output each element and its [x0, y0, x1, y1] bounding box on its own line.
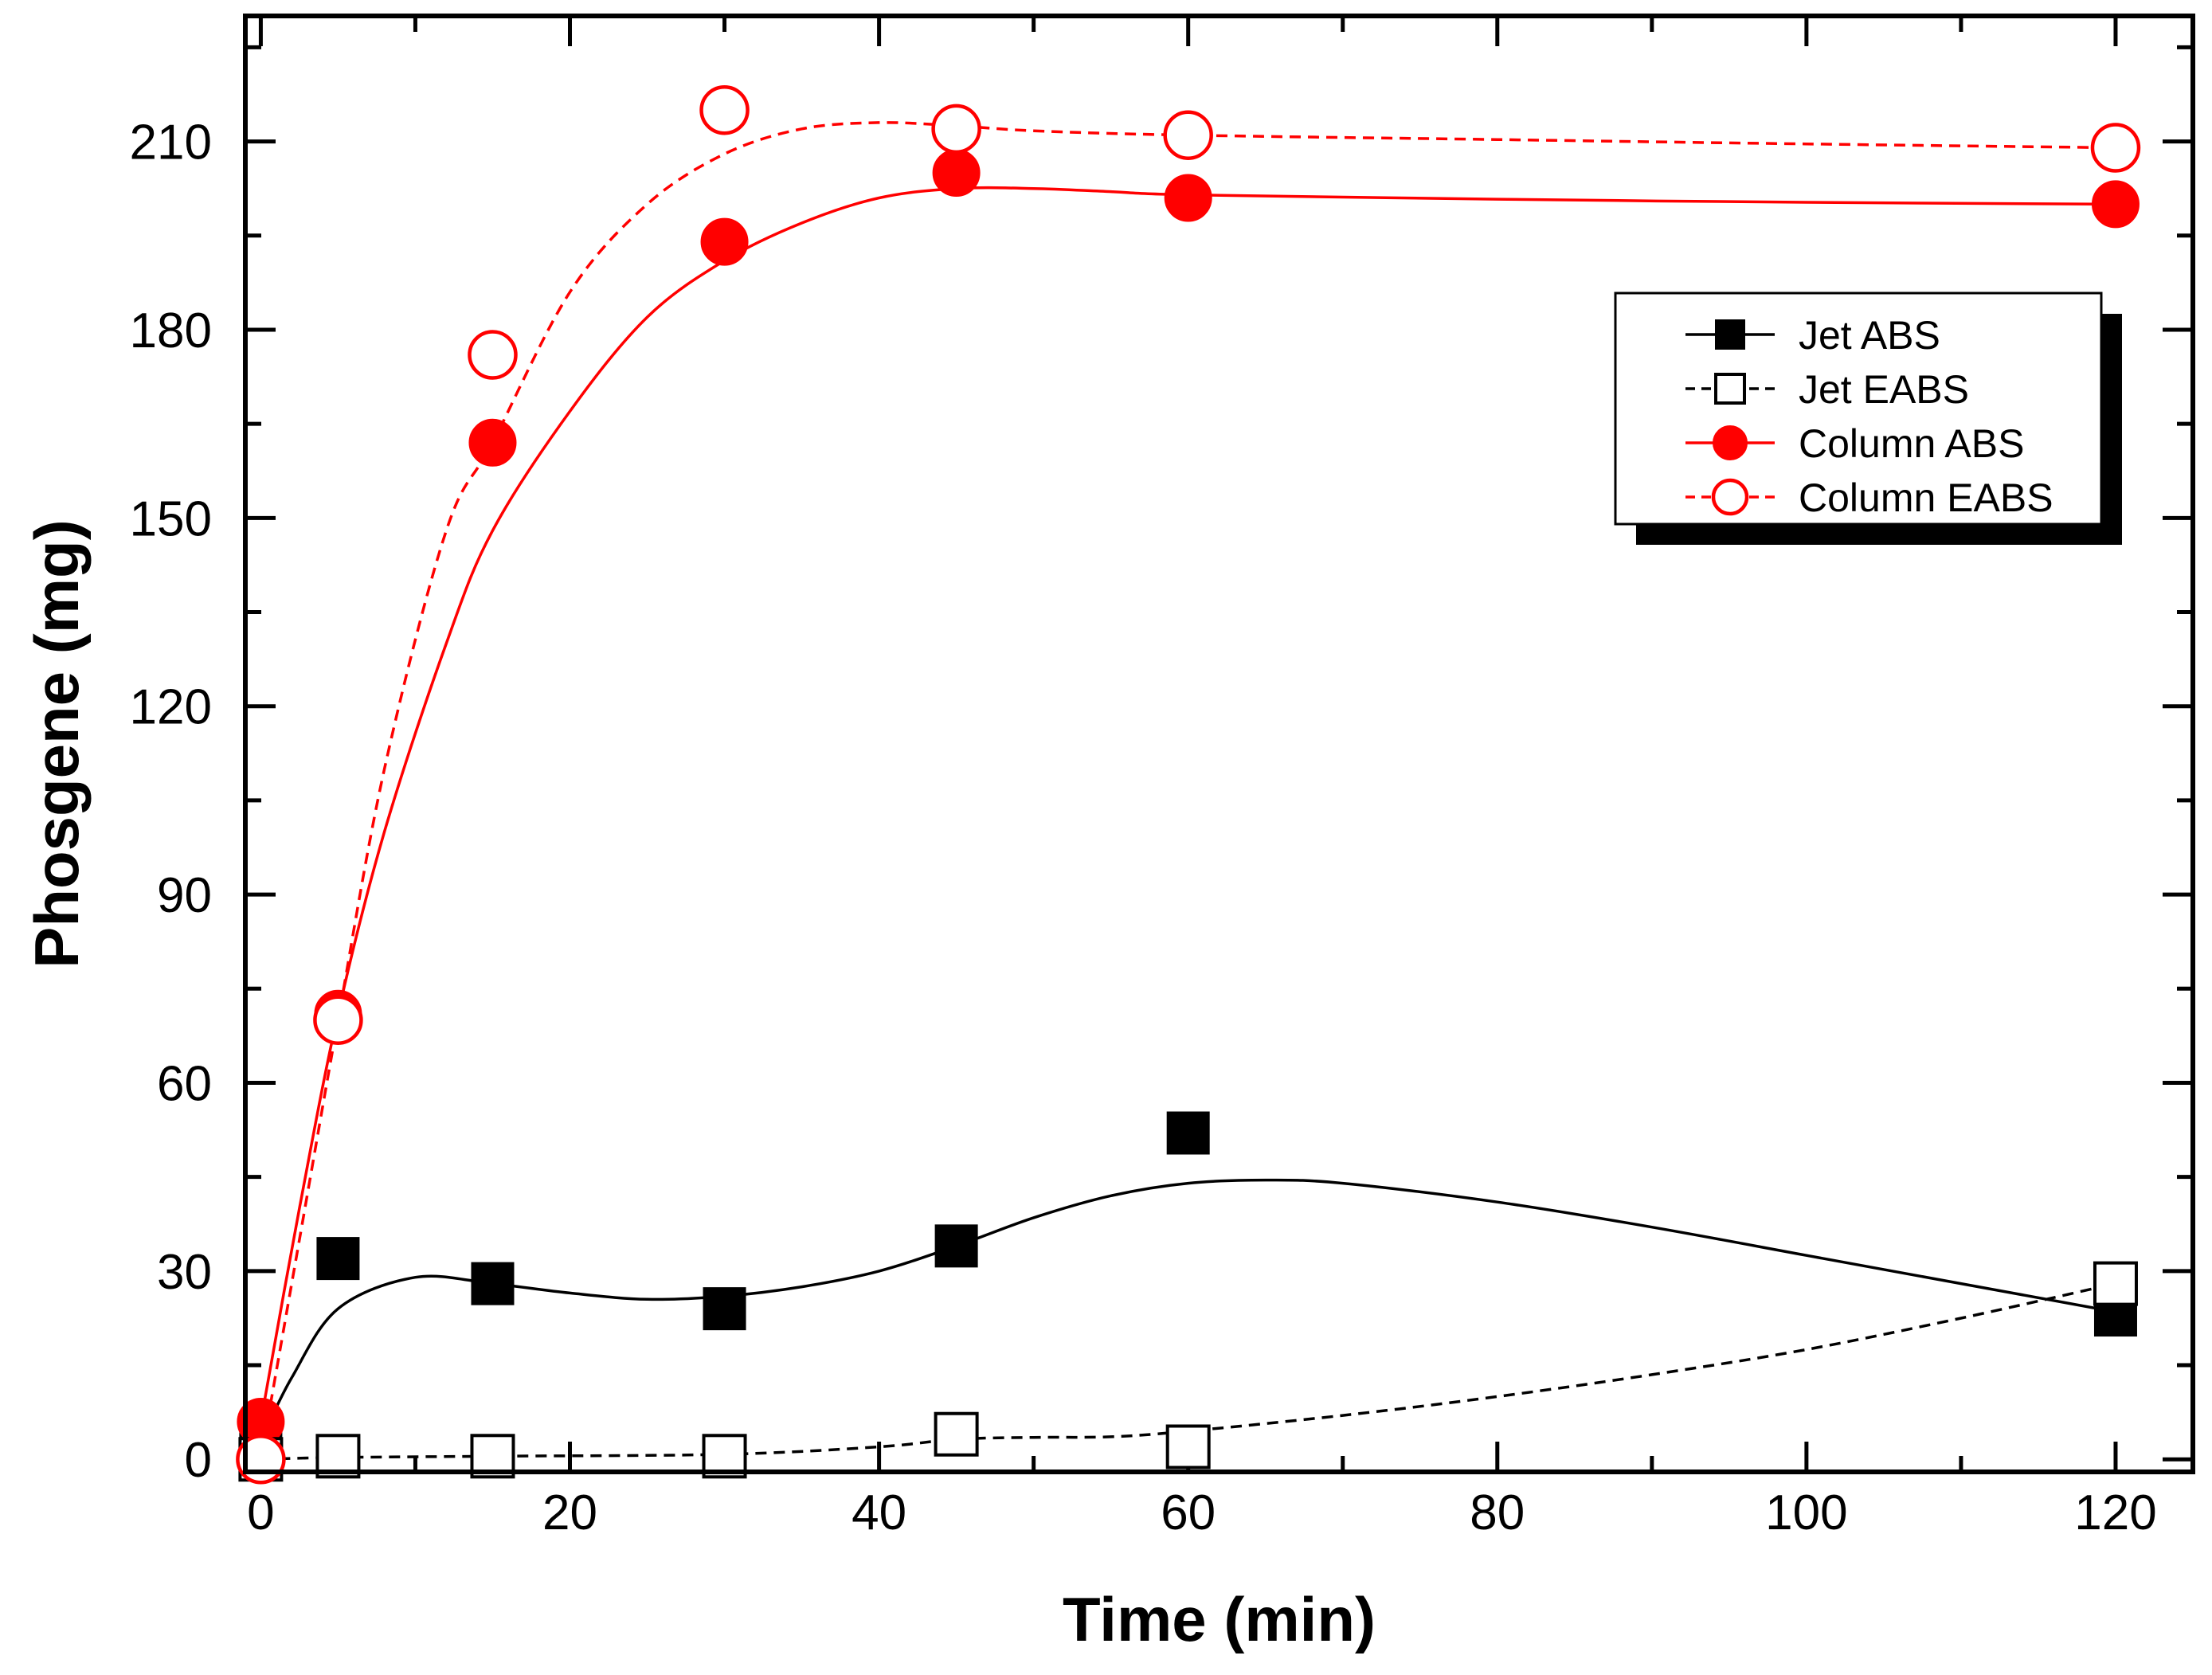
column-abs-point: [932, 148, 981, 197]
y-tick-label: 210: [130, 115, 212, 170]
plot-frame: [243, 14, 2195, 1474]
column-eabs-point: [2090, 123, 2141, 173]
column-abs-fit-line: [259, 186, 2116, 1423]
legend-label-jet-eabs: Jet EABS: [1799, 367, 1969, 412]
legend-label-column-abs: Column ABS: [1799, 421, 2024, 466]
column-abs-point: [1164, 174, 1212, 222]
jet-abs-point: [471, 1262, 515, 1305]
y-tick-label: 30: [157, 1245, 212, 1300]
fit-curves: [259, 121, 2116, 1461]
y-tick-label: 90: [157, 868, 212, 923]
x-tick-label: 100: [1765, 1485, 1847, 1540]
y-tick-label: 0: [185, 1433, 212, 1488]
column-eabs-fit-line: [259, 121, 2116, 1460]
column-abs-point: [468, 418, 517, 467]
x-tick-label: 60: [1161, 1485, 1216, 1540]
tick-marks: [245, 16, 2193, 1472]
x-tick-label: 40: [852, 1485, 906, 1540]
x-tick-label: 80: [1470, 1485, 1525, 1540]
column-eabs-point: [1163, 110, 1213, 160]
column-eabs-point: [468, 330, 518, 380]
jet-abs-point: [934, 1224, 978, 1268]
legend-label-column-eabs: Column EABS: [1799, 475, 2053, 520]
y-tick-label: 120: [130, 680, 212, 735]
y-tick-label: 60: [157, 1056, 212, 1111]
column-eabs-point: [699, 84, 750, 135]
legend-marker-jet-eabs: [1714, 373, 1746, 405]
jet-eabs-fit-line: [260, 1282, 2116, 1461]
tick-labels: 0 20 40 60 80 100 120 0 30 60 90 120 150 180 210: [130, 115, 2157, 1540]
y-tick-label: 150: [130, 491, 212, 546]
jet-abs-point: [316, 1237, 360, 1281]
jet-abs-point: [703, 1287, 746, 1331]
legend-marker-column-eabs: [1711, 478, 1749, 516]
legend-marker-jet-abs: [1715, 319, 1745, 350]
jet-abs-fit-line: [259, 1178, 2116, 1442]
column-abs-point: [2091, 180, 2140, 229]
y-tick-label: 180: [130, 303, 212, 358]
jet-eabs-point: [2093, 1261, 2138, 1306]
y-axis-title: Phosgene (mg): [22, 519, 92, 968]
column-eabs-point: [313, 995, 363, 1045]
legend-marker-column-abs: [1713, 425, 1748, 460]
jet-eabs-point: [934, 1411, 979, 1457]
x-tick-label: 0: [247, 1485, 274, 1540]
jet-abs-point: [1166, 1111, 1210, 1155]
legend-box: [1614, 292, 2103, 526]
jet-eabs-point: [1165, 1424, 1211, 1470]
legend: Jet ABS Jet EABS Column ABS Column EABS: [1614, 292, 2122, 545]
x-tick-label: 120: [2074, 1485, 2156, 1540]
x-tick-label: 20: [542, 1485, 597, 1540]
column-abs-point: [700, 217, 749, 266]
x-axis-title: Time (min): [1063, 1584, 1376, 1654]
column-eabs-point: [931, 104, 981, 155]
legend-label-jet-abs: Jet ABS: [1799, 313, 1940, 358]
